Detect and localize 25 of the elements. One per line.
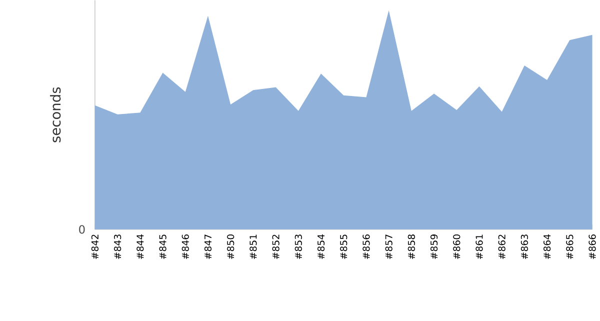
x-tick-label: #865	[566, 234, 574, 259]
text: 0	[79, 224, 85, 234]
x-tick-label: #843	[114, 234, 122, 259]
y-axis-title: seconds	[50, 87, 61, 142]
x-tick-label: #850	[227, 234, 234, 259]
x-tick-label: #861	[476, 234, 483, 259]
x-tick-label: #851	[250, 234, 257, 259]
x-tick-label: #858	[408, 234, 415, 259]
x-tick-label: #846	[182, 234, 189, 259]
x-tick-label: #864	[544, 234, 551, 259]
x-tick-label: #847	[204, 234, 212, 259]
x-tick-label: #856	[362, 234, 370, 259]
x-tick-label: #845	[159, 234, 166, 259]
x-tick-label: #857	[385, 234, 392, 259]
x-tick-label: #866	[588, 234, 596, 259]
x-tick-label: #862	[498, 234, 506, 259]
x-tick-label: #854	[317, 234, 325, 259]
x-tick-label: #860	[453, 234, 460, 259]
x-tick-label: #859	[430, 234, 438, 259]
x-tick-label: #844	[136, 234, 144, 259]
x-tick-label: #855	[340, 234, 348, 259]
x-tick-label: #852	[272, 234, 280, 259]
x-tick-label: #842	[91, 234, 99, 259]
x-tick-label: #863	[520, 234, 528, 259]
x-tick-label: #853	[294, 234, 302, 259]
